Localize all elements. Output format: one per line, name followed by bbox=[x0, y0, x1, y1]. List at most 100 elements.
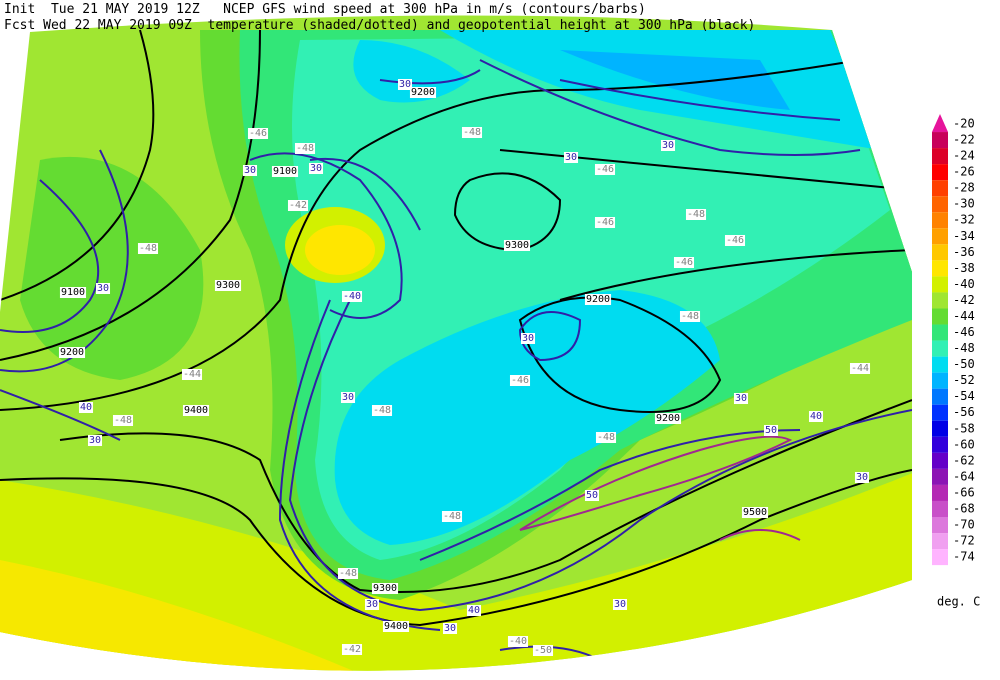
colorbar-swatch bbox=[932, 260, 948, 277]
colorbar-label: -20 bbox=[953, 117, 975, 131]
contour-label-box bbox=[371, 583, 399, 594]
colorbar-swatch bbox=[932, 356, 948, 373]
contour-label-box bbox=[612, 599, 628, 610]
colorbar-swatch bbox=[932, 276, 948, 293]
contour-label-box bbox=[503, 240, 531, 251]
contour-label: 9300 bbox=[373, 583, 397, 594]
contour-label: 40 bbox=[810, 411, 822, 422]
contour-label-box bbox=[181, 369, 203, 380]
contour-label-box bbox=[724, 235, 746, 246]
contour-label: 30 bbox=[565, 152, 577, 163]
colorbar-swatch bbox=[932, 180, 948, 197]
colorbar-swatch bbox=[932, 372, 948, 389]
contour-label: -48 bbox=[296, 143, 314, 154]
contour-label-box bbox=[271, 166, 299, 177]
contour-label: 9500 bbox=[743, 507, 767, 518]
contour-label: -46 bbox=[596, 164, 614, 175]
colorbar-label: -32 bbox=[953, 213, 975, 227]
contour-label-box bbox=[673, 257, 695, 268]
contour-label: -48 bbox=[687, 209, 705, 220]
contour-label: 30 bbox=[662, 140, 674, 151]
colorbar-unit: deg. C bbox=[937, 595, 980, 609]
contour-label: 30 bbox=[856, 472, 868, 483]
contour-label: 30 bbox=[735, 393, 747, 404]
contour-label: 9100 bbox=[273, 166, 297, 177]
contour-label: 30 bbox=[399, 79, 411, 90]
contour-label-box bbox=[247, 128, 269, 139]
map-domain bbox=[0, 15, 912, 671]
colorbar-swatch bbox=[932, 517, 948, 534]
contour-label: -48 bbox=[373, 405, 391, 416]
colorbar-arrow bbox=[932, 114, 948, 132]
contour-label: 30 bbox=[310, 163, 322, 174]
colorbar-label: -56 bbox=[953, 405, 975, 419]
colorbar-swatch bbox=[932, 148, 948, 165]
contour-label-box bbox=[59, 287, 87, 298]
colorbar-label: -74 bbox=[953, 550, 975, 564]
colorbar-label: -72 bbox=[953, 534, 975, 548]
contour-label-box bbox=[466, 605, 482, 616]
contour-label-box bbox=[137, 243, 159, 254]
colorbar-label: -44 bbox=[953, 309, 975, 323]
colorbar-swatch bbox=[932, 468, 948, 485]
wind-contours-50 bbox=[519, 435, 801, 541]
contour-label: 9300 bbox=[216, 280, 240, 291]
contour-label: 9200 bbox=[656, 413, 680, 424]
contour-label: 30 bbox=[244, 165, 256, 176]
contour-label: -42 bbox=[343, 644, 361, 655]
contour-label-box bbox=[182, 405, 210, 416]
contour-label: 50 bbox=[586, 490, 598, 501]
colorbar-label: -54 bbox=[953, 389, 975, 403]
contour-label: -44 bbox=[183, 369, 201, 380]
contour-label-box bbox=[287, 200, 309, 211]
contour-label-box bbox=[584, 294, 612, 305]
colorbar-swatch bbox=[932, 308, 948, 325]
contour-label-box bbox=[78, 402, 94, 413]
contour-label-box bbox=[685, 209, 707, 220]
colorbar-label: -36 bbox=[953, 245, 975, 259]
colorbar-swatch bbox=[932, 132, 948, 149]
contour-label: -46 bbox=[511, 375, 529, 386]
colorbar-label: -24 bbox=[953, 149, 975, 163]
colorbar-label: -64 bbox=[953, 469, 975, 483]
colorbar-swatch bbox=[932, 212, 948, 229]
contour-label: -48 bbox=[463, 127, 481, 138]
contour-label-box bbox=[849, 363, 871, 374]
contour-label: 30 bbox=[614, 599, 626, 610]
contour-label-box bbox=[58, 347, 86, 358]
contour-label-box bbox=[854, 472, 870, 483]
contour-label-box bbox=[364, 599, 380, 610]
contour-label-box bbox=[442, 623, 458, 634]
colorbar-swatch bbox=[932, 533, 948, 550]
wind-contours bbox=[0, 59, 912, 661]
header-line: Fcst Wed 22 MAY 2019 09Z temperature (sh… bbox=[4, 18, 755, 33]
contour-label-box bbox=[763, 425, 779, 436]
shade bbox=[334, 290, 720, 545]
header-line: Init Tue 21 MAY 2019 12Z NCEP GFS wind s… bbox=[4, 2, 646, 17]
colorbar-label: -42 bbox=[953, 293, 975, 307]
colorbar-label: -52 bbox=[953, 373, 975, 387]
contour-label: 30 bbox=[522, 333, 534, 344]
contour-label: 50 bbox=[765, 425, 777, 436]
colorbar-label: -26 bbox=[953, 165, 975, 179]
colorbar-swatch bbox=[932, 500, 948, 517]
contour-label: -48 bbox=[597, 432, 615, 443]
colorbar-label: -62 bbox=[953, 453, 975, 467]
contour-label-box bbox=[509, 375, 531, 386]
contour-label-box bbox=[461, 127, 483, 138]
contour-label: -48 bbox=[681, 311, 699, 322]
contour-label: -42 bbox=[289, 200, 307, 211]
contour-label-box bbox=[294, 143, 316, 154]
colorbar-swatch bbox=[932, 340, 948, 357]
contour-label: 40 bbox=[80, 402, 92, 413]
contour-label: -46 bbox=[249, 128, 267, 139]
colorbar-label: -38 bbox=[953, 261, 975, 275]
contour-label-box bbox=[563, 152, 579, 163]
contour-label-box bbox=[308, 163, 324, 174]
shade bbox=[20, 156, 204, 380]
contour-label: 30 bbox=[89, 435, 101, 446]
